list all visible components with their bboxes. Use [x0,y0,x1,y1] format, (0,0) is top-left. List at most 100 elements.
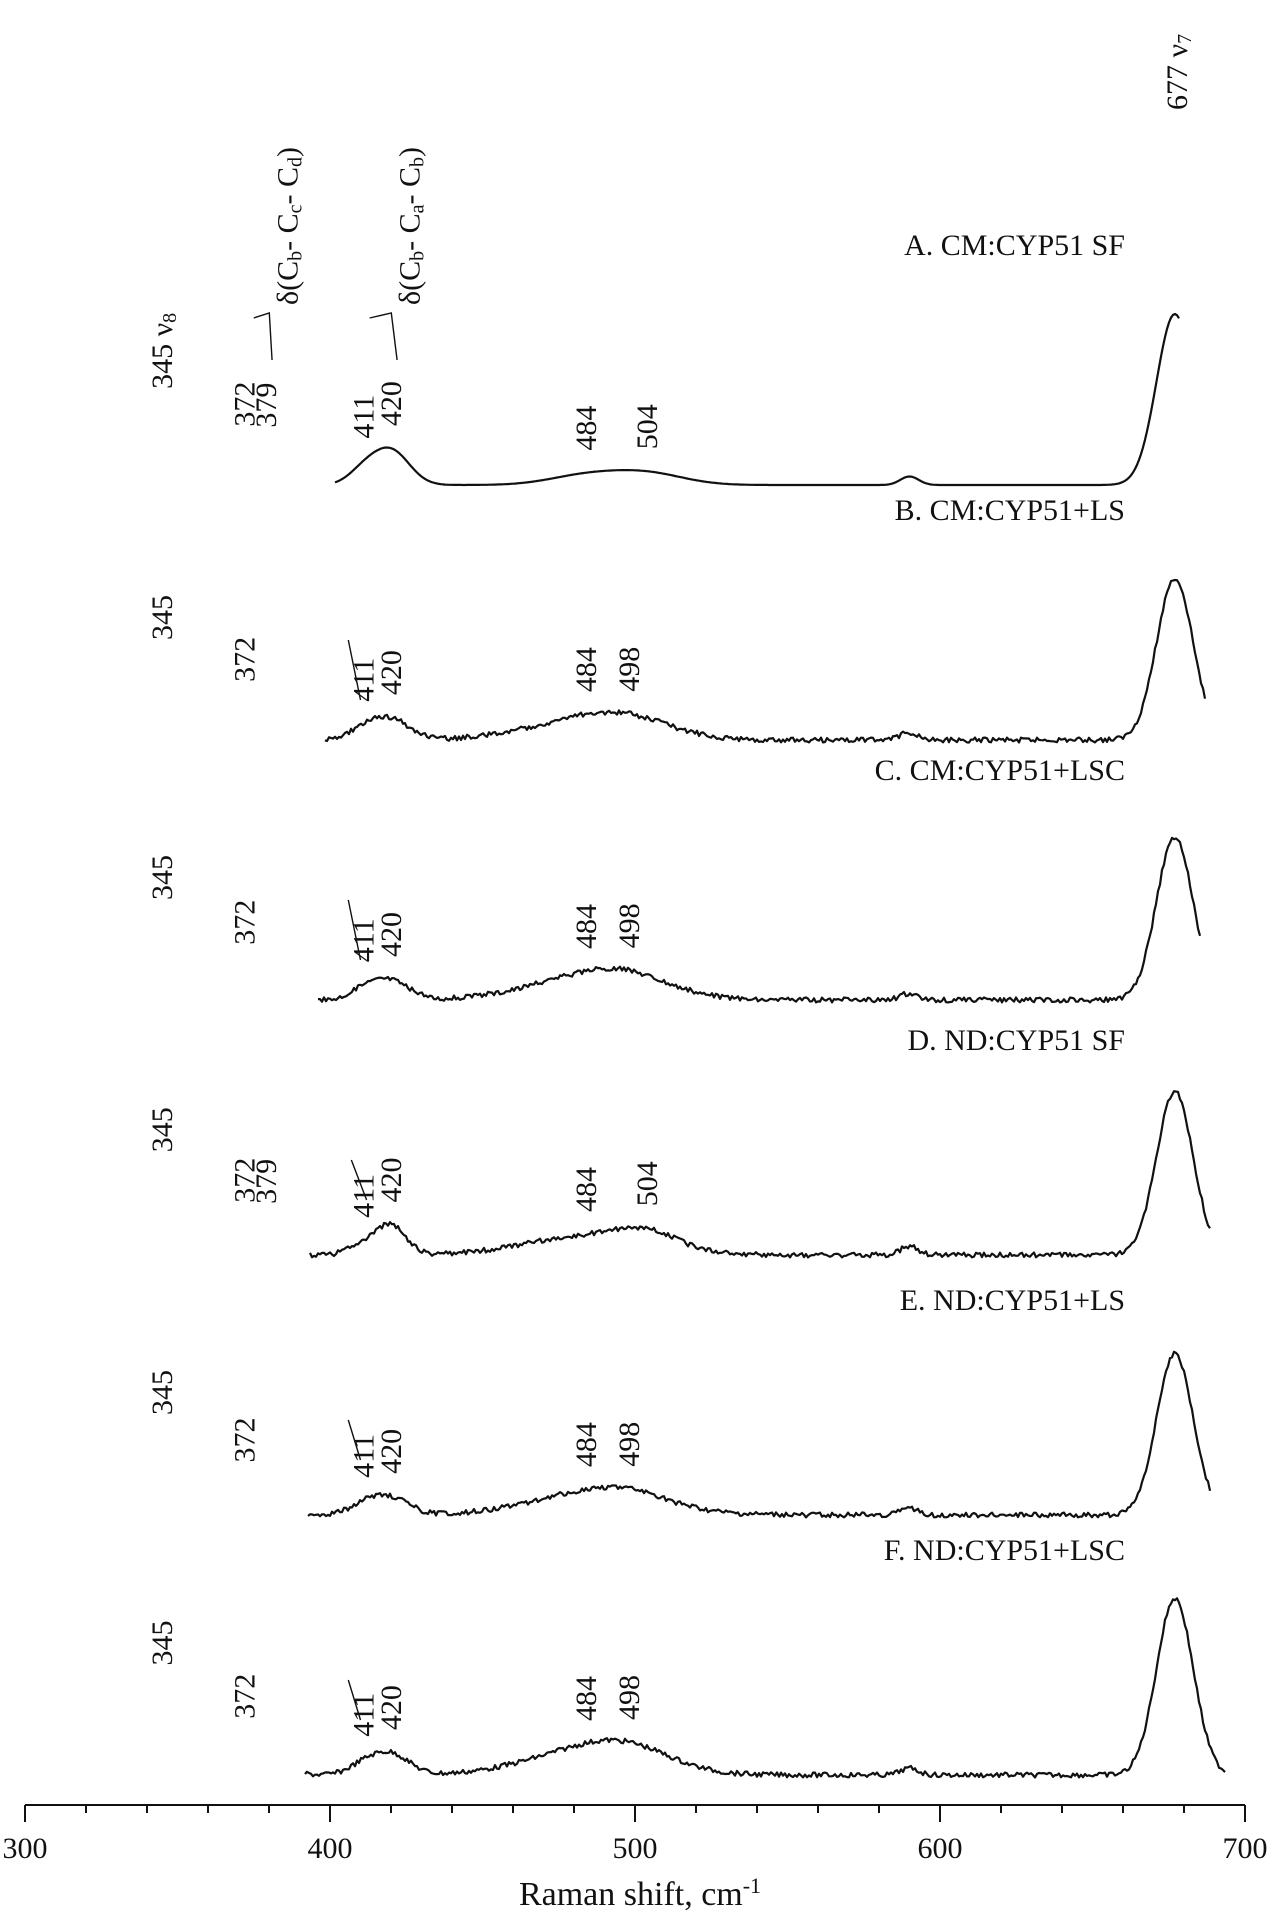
peak-label: 420 [375,1158,408,1203]
peak-label-text: 420 [375,1685,408,1730]
peak-label-text: 498 [612,1422,645,1467]
peak-label-text: 372 [228,900,261,945]
peak-label-text: 484 [570,406,603,451]
peak-label: 484 [570,1676,603,1721]
peak-label: 345 [146,1370,179,1415]
delta-annotation: δ(Cb- Cc- Cd) [271,147,307,305]
peak-label-text: 420 [375,912,408,957]
x-tick-label: 400 [308,1832,353,1865]
peak-label: 372 [228,637,261,682]
peak-label: 498 [612,1675,645,1720]
peak-label: 345 [146,1107,179,1152]
annotations: 677 ν7δ(Cb- Cc- Cd)δ(Cb- Ca- Cb) [253,34,1196,1721]
peak-label: 420 [375,381,408,426]
peak-leader [347,899,362,961]
peak-label-text: 345 [146,855,179,900]
peak-label-text: 411 [347,1434,380,1478]
peak-label-text: 420 [375,1429,408,1474]
delta-subscript: d [284,157,306,167]
x-tick-label: 600 [918,1832,963,1865]
peak-label: 420 [375,1429,408,1474]
peak-label: 345 [146,1620,179,1665]
peak-label: 345 [146,855,179,900]
peak-label-text: 372 [228,1158,261,1203]
delta-text: δ(C [271,261,304,305]
spectrum-line [304,1597,1226,1779]
delta-text: δ(C [393,261,426,305]
series-label: E. ND:CYP51+LS [900,1284,1125,1317]
spectrum-line [307,1350,1212,1519]
spectrum-line [318,836,1202,1004]
peak-label-text: 372 [228,1674,261,1719]
peak-label-text: 345 ν [146,323,179,389]
peak-label: 411 [347,658,380,702]
peak-label-text: 411 [347,395,380,439]
peak-label-text: 420 [375,650,408,695]
series-label: F. ND:CYP51+LSC [884,1534,1125,1567]
nu7-label-subscript: 7 [1174,34,1196,44]
peak-leader [347,1679,362,1721]
delta-bracket [253,312,273,361]
delta-subscript: b [406,157,428,167]
x-tick-label: 500 [613,1832,658,1865]
peak-label-text: 345 [146,1620,179,1665]
peak-label: 484 [570,1422,603,1467]
peak-label-text: 484 [570,1676,603,1721]
peak-label: 379 [249,1159,282,1204]
peak-label-subscript: 8 [159,313,181,323]
peak-label: 498 [612,1422,645,1467]
peak-label: 498 [612,903,645,948]
delta-subscript: b [406,251,428,261]
peak-label: 411 [347,395,380,439]
delta-text: - C [393,167,426,205]
x-axis-label-superscript: -1 [743,1873,761,1898]
series-label: C. CM:CYP51+LSC [875,754,1125,787]
peak-label-text: 498 [612,903,645,948]
peak-label-text: 379 [249,383,282,428]
peak-label: 345 ν8 [146,313,182,389]
spectra-traces [304,312,1226,1779]
peak-label-text: 411 [347,658,380,702]
x-axis-ticks: 300 400 500 600 700 [3,1805,1268,1865]
delta-text: - C [393,213,426,251]
delta-subscript: b [284,251,306,261]
x-tick-label: 300 [3,1832,48,1865]
peak-label: 372 [228,382,261,427]
peak-label: 498 [612,647,645,692]
peak-label: 372 [228,1158,261,1203]
peak-label-text: 484 [570,647,603,692]
peak-label-text: 345 [146,1370,179,1415]
peak-label-text: 411 [347,918,380,962]
series-labels: A. CM:CYP51 SF B. CM:CYP51+LS C. CM:CYP51+… [875,229,1125,1567]
peak-leader [347,1419,362,1461]
peak-label: 504 [631,1161,664,1206]
peak-label: 484 [570,647,603,692]
peak-label: 504 [631,404,664,449]
delta-bracket [369,312,398,361]
peak-label-text: 504 [631,1161,664,1206]
spectrum-line [334,312,1180,487]
peak-label-text: 420 [375,1158,408,1203]
peak-label: 372 [228,1418,261,1463]
peak-label: 379 [249,383,282,428]
peak-label: 411 [347,1434,380,1478]
peak-label-text: 372 [228,382,261,427]
x-axis-label-text: Raman shift, cm [519,1876,743,1913]
peak-label: 484 [570,904,603,949]
series-label: A. CM:CYP51 SF [904,229,1125,262]
peak-label-text: 498 [612,647,645,692]
peak-label-text: 411 [347,1174,380,1218]
delta-text: ) [271,147,304,157]
peak-label-text: 484 [570,1422,603,1467]
delta-text: ) [393,147,426,157]
nu7-label: 677 ν7 [1160,34,1196,110]
spectrum-line [309,1090,1211,1259]
peak-label: 420 [375,650,408,695]
peak-label: 372 [228,900,261,945]
peak-label: 420 [375,912,408,957]
x-tick-label: 700 [1223,1832,1268,1865]
peak-label-text: 484 [570,1167,603,1212]
peak-label: 484 [570,406,603,451]
